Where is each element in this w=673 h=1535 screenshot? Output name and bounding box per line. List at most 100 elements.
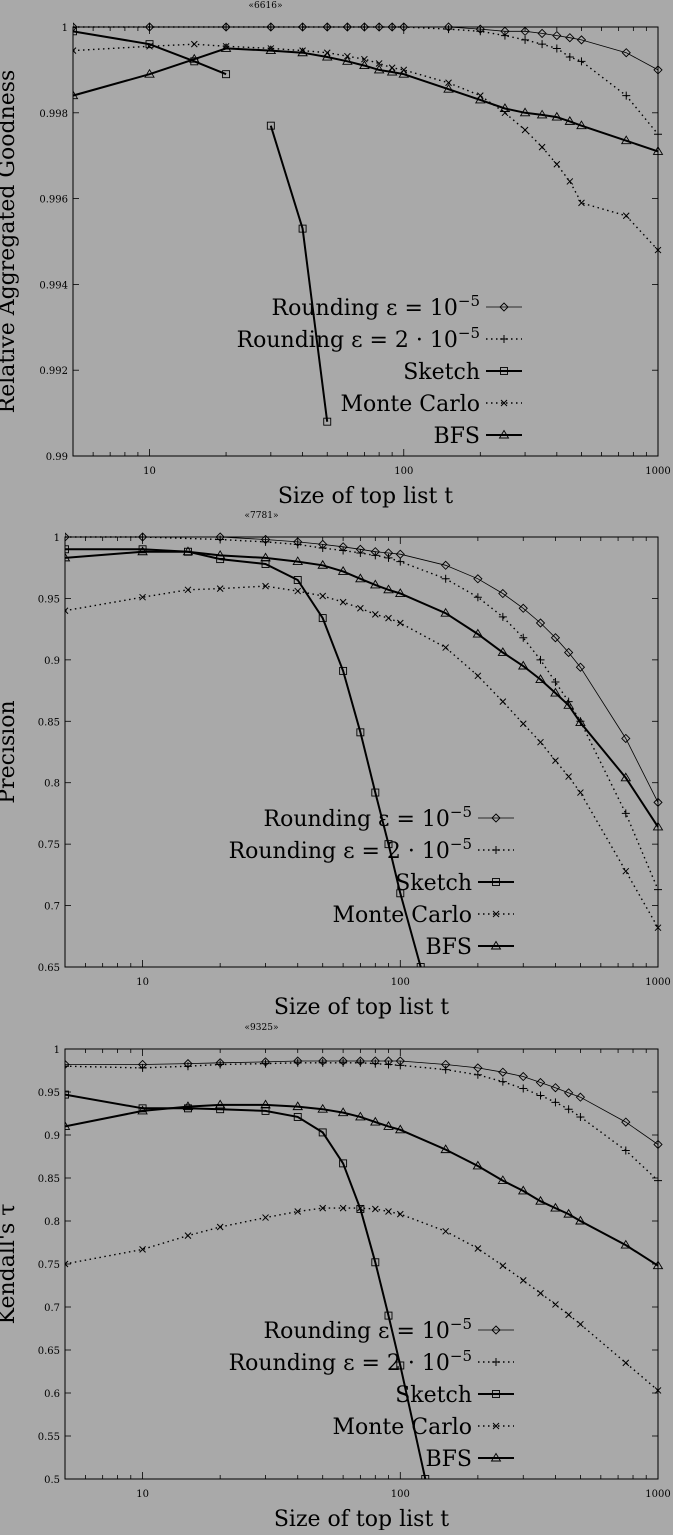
data-point: [317, 559, 329, 569]
legend-label: Rounding ε = 10−5: [264, 803, 472, 832]
data-point: [292, 1101, 304, 1111]
data-point: [518, 1071, 528, 1082]
series-line: [65, 1207, 659, 1391]
chart-panel-1: 0.99 0.992 0.994 0.996 0.998 1 10 100 1000 «6616»…: [0, 1, 671, 509]
data-point: [498, 588, 508, 599]
data-point: [216, 1223, 224, 1231]
data-point: [65, 545, 69, 554]
data-point: [73, 22, 78, 32]
series-line: [65, 1103, 659, 1267]
data-point: [356, 728, 365, 737]
data-point: [621, 1146, 630, 1155]
data-point: [294, 1208, 302, 1215]
y-tick-label: 1: [54, 533, 60, 544]
data-point: [538, 40, 547, 49]
y-tick-label: 0.8: [44, 1217, 60, 1228]
series-triangle: [65, 1099, 664, 1270]
data-point: [371, 551, 380, 560]
data-point: [654, 885, 662, 894]
data-point: [370, 579, 381, 589]
data-point: [576, 120, 587, 130]
data-point: [388, 23, 397, 31]
y-tick-label: 0.5: [44, 1475, 60, 1486]
data-point: [319, 592, 327, 600]
series-plus: [65, 533, 662, 894]
x-tick-label: 1000: [645, 977, 670, 988]
data-point: [620, 135, 632, 145]
data-point: [222, 23, 231, 31]
data-point: [552, 44, 561, 53]
data-point: [520, 26, 530, 36]
y-tick-label: 0.55: [38, 1432, 60, 1443]
data-point: [551, 677, 560, 686]
data-point: [536, 655, 545, 664]
data-point: [552, 1301, 559, 1308]
data-point: [318, 1058, 327, 1067]
y-tick-label: 0.95: [38, 1088, 60, 1099]
data-point: [519, 633, 528, 642]
data-point: [337, 1107, 349, 1117]
data-point: [537, 738, 544, 746]
data-point: [519, 720, 527, 728]
data-point: [262, 582, 269, 590]
data-point: [371, 788, 380, 797]
data-point: [355, 573, 366, 583]
data-point: [371, 1205, 379, 1213]
data-point: [499, 698, 507, 705]
data-point: [620, 772, 632, 782]
series-diamond: [65, 532, 663, 808]
legend-label: Monte Carlo: [332, 1415, 472, 1440]
legend-label: Rounding ε = 2 · 10−5: [229, 835, 472, 864]
data-point: [537, 1289, 544, 1297]
data-point: [260, 1099, 271, 1109]
data-point: [182, 546, 194, 556]
legend-label: Monte Carlo: [340, 392, 480, 417]
legend-label: BFS: [425, 1447, 472, 1472]
data-point: [521, 35, 530, 44]
data-point: [261, 1059, 270, 1068]
data-point: [396, 1061, 405, 1070]
data-point: [519, 107, 531, 117]
data-point: [214, 1099, 226, 1109]
data-point: [65, 533, 69, 541]
data-point: [653, 65, 663, 75]
data-point: [441, 560, 451, 570]
y-tick-label: 0.7: [44, 1303, 60, 1314]
y-tick-label: 0.85: [38, 1174, 60, 1185]
legend-label: Rounding ε = 10−5: [272, 292, 480, 321]
series-layer: [65, 1056, 664, 1479]
data-point: [519, 1084, 528, 1093]
y-axis-label: Kendall's τ: [0, 1204, 20, 1325]
data-point: [266, 23, 275, 31]
data-point: [73, 47, 77, 54]
data-point: [183, 1062, 192, 1071]
legend-label: Sketch: [403, 360, 480, 385]
x-axis-label: Size of top list t: [274, 995, 449, 1020]
series-line: [65, 1060, 659, 1145]
series-plus: [65, 1058, 662, 1185]
legend-marker: [492, 1422, 500, 1430]
data-point: [294, 587, 302, 595]
series-x: [65, 582, 662, 932]
data-point: [318, 544, 327, 553]
data-point: [519, 1276, 527, 1284]
legend-marker: [492, 910, 500, 918]
series-line: [73, 30, 329, 422]
y-tick-label: 0.996: [39, 195, 68, 206]
data-point: [551, 111, 563, 121]
chart-title: «9325»: [245, 1023, 279, 1033]
legend-label: BFS: [425, 935, 472, 960]
chart-panel-2: 0.65 0.7 0.75 0.8 0.85 0.9 0.95 1 10 100 1000 «7781…: [0, 511, 671, 1020]
data-point: [137, 546, 148, 556]
x-tick-label: 100: [391, 977, 410, 988]
data-point: [474, 672, 482, 680]
data-point: [65, 1059, 70, 1070]
data-point: [652, 1260, 664, 1270]
data-point: [538, 143, 546, 151]
series-x: [65, 1204, 662, 1394]
data-point: [498, 1067, 508, 1077]
data-point: [622, 1359, 630, 1367]
data-point: [146, 42, 153, 50]
y-tick-label: 0.9: [44, 656, 60, 667]
